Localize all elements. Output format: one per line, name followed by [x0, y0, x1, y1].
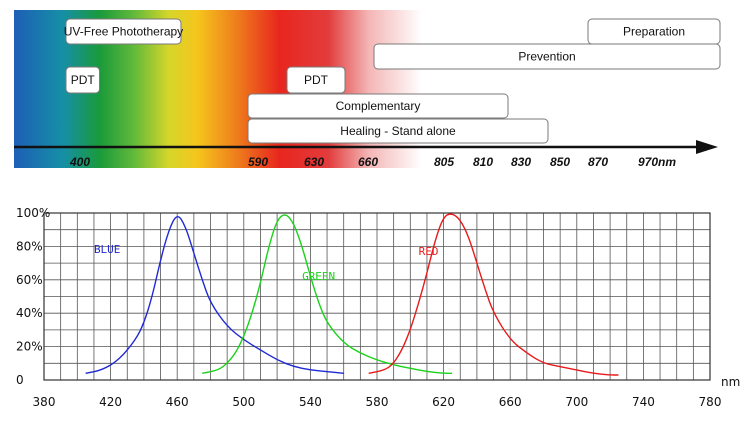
wavelength-tick-label: 970nm	[638, 155, 676, 169]
spectrum-diagram: UV-Free Phototherapy PDT PDT Preparation Pre…	[14, 10, 721, 169]
spectrum-band-box	[286, 66, 346, 94]
x-tick-label: 660	[499, 395, 522, 409]
y-tick-label: 0	[16, 373, 24, 387]
x-tick-label: 740	[632, 395, 655, 409]
series-label-red: RED	[419, 245, 439, 258]
wavelength-tick-label: 400	[69, 155, 90, 169]
series-line-green	[202, 214, 452, 375]
spectrum-band-3: PDT	[286, 66, 346, 94]
x-tick-label: 540	[299, 395, 322, 409]
x-tick-label: 500	[232, 395, 255, 409]
wavelength-tick-label: 830	[511, 155, 531, 169]
wavelength-tick-label: 660	[358, 155, 378, 169]
spectrum-band-4: Preparation	[587, 18, 721, 45]
y-tick-label: 60%	[16, 273, 43, 287]
spectrum-band-2: PDT	[65, 66, 101, 94]
spectrum-band-box	[247, 93, 509, 119]
spectrum-band-box	[373, 43, 721, 70]
spectrum-band-7: Healing - Stand alone	[247, 118, 549, 144]
series-label-green: GREEN	[302, 270, 335, 283]
spectrum-band-label: UV-Free Phototherapy	[64, 25, 183, 39]
spectrum-band-box	[65, 66, 101, 94]
wavelength-tick-label: 630	[304, 155, 324, 169]
wavelength-axis-arrow	[696, 140, 718, 154]
series-label-blue: BLUE	[94, 243, 121, 256]
spectrum-band-label: Preparation	[623, 25, 685, 39]
y-tick-label: 100%	[16, 206, 50, 220]
series-line-red	[368, 213, 619, 376]
x-tick-label: 460	[166, 395, 189, 409]
wavelength-tick-label: 810	[473, 155, 493, 169]
y-tick-label: 20%	[16, 340, 43, 354]
spectrum-band-label: Prevention	[518, 50, 575, 64]
spectrum-band-label: Healing - Stand alone	[340, 124, 456, 138]
x-tick-label: 580	[366, 395, 389, 409]
x-axis-unit-label: nm	[721, 375, 740, 389]
y-tick-label: 40%	[16, 306, 43, 320]
emission-spectra-chart: BLUE GREEN RED 380 420 460 500 540 580 620 660 700…	[16, 206, 740, 409]
spectrum-band-label: Complementary	[336, 99, 421, 113]
spectrum-band-label: PDT	[71, 73, 96, 87]
plot-frame	[43, 212, 711, 381]
wavelength-tick-label: 870	[588, 155, 608, 169]
wavelength-tick-label: 805	[434, 155, 454, 169]
x-tick-label: 700	[565, 395, 588, 409]
spectrum-band-6: Complementary	[247, 93, 509, 119]
y-tick-label: 80%	[16, 239, 43, 253]
spectrum-band-label: PDT	[304, 73, 329, 87]
spectrum-band-1: UV-Free Phototherapy	[64, 18, 183, 45]
x-tick-label: 380	[33, 395, 56, 409]
spectrum-band-box	[247, 118, 549, 144]
wavelength-tick-label: 590	[248, 155, 268, 169]
x-tick-label: 780	[699, 395, 722, 409]
series-line-blue	[85, 216, 344, 375]
wavelength-tick-label: 850	[550, 155, 570, 169]
x-tick-label: 620	[432, 395, 455, 409]
spectrum-band-5: Prevention	[373, 43, 721, 70]
x-tick-label: 420	[99, 395, 122, 409]
spectrum-band-box	[65, 18, 182, 45]
